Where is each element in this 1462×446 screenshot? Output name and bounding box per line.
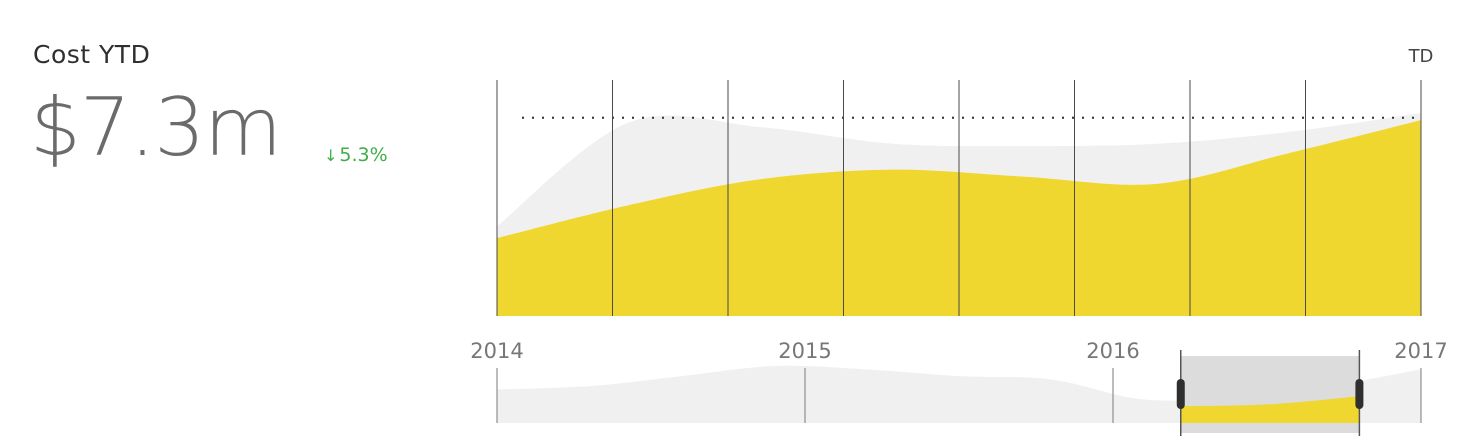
navigator-selection-area	[1180, 396, 1360, 423]
main-gridlines	[496, 80, 1422, 316]
kpi-delta: ↓ 5.3%	[324, 144, 388, 166]
navigator-ticks: 2014 2015 2016 2017	[470, 339, 1448, 423]
kpi-title: Cost YTD	[33, 40, 151, 69]
arrow-down-icon: ↓	[324, 146, 338, 165]
navigator-tick-label: 2015	[778, 339, 831, 363]
navigator-handle-right[interactable]	[1355, 379, 1364, 409]
corner-label: TD	[1408, 46, 1434, 67]
navigator-tick-label: 2016	[1086, 339, 1139, 363]
navigator[interactable]: 2014 2015 2016 2017	[470, 339, 1448, 436]
kpi-value: $7.3m	[30, 81, 282, 174]
kpi-delta-value: 5.3%	[339, 144, 388, 166]
navigator-handle-left[interactable]	[1176, 379, 1185, 409]
main-chart: TD	[496, 46, 1434, 317]
navigator-tick-label: 2014	[470, 339, 523, 363]
navigator-tick-label: 2017	[1394, 339, 1447, 363]
